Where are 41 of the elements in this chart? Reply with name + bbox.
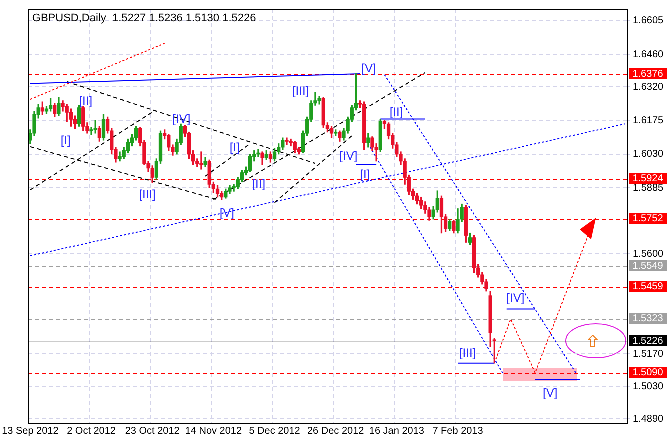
annotation: [II] (390, 104, 404, 119)
annotation: [IV] (340, 149, 358, 164)
annotation: [II] (79, 94, 93, 108)
y-tick-label: 1.5030 (633, 381, 664, 392)
ref-line-label: 1.5924 (632, 174, 664, 185)
annotation: [III] (292, 84, 310, 98)
y-tick-label: 1.4890 (633, 414, 664, 425)
annotation: [I] (230, 140, 240, 154)
y-tick-label: 1.6605 (633, 16, 664, 27)
x-tick-label: 26 Dec 2012 (307, 426, 365, 437)
y-tick-label: 1.5885 (633, 182, 664, 194)
ref-line-label: 1.5549 (632, 260, 664, 272)
annotation: [I] (360, 168, 370, 182)
annotation: [IV] (506, 291, 525, 306)
x-tick-label: 16 Jan 2013 (369, 426, 425, 437)
y-tick-label: 1.6030 (633, 149, 664, 160)
ref-line-label: 1.5459 (632, 282, 664, 293)
ref-line-label: 1.5752 (632, 214, 664, 225)
annotation: [V] (362, 61, 376, 76)
y-tick-label: 1.6320 (633, 82, 664, 93)
chart-title: GBPUSD,Daily 1.5227 1.5236 1.5130 1.5226 (32, 12, 256, 25)
y-tick-label: 1.6175 (633, 115, 664, 126)
annotation: [I] (60, 133, 71, 148)
annotation: [V] (220, 206, 234, 220)
x-tick-label: 5 Dec 2012 (249, 426, 301, 437)
annotation: [III] (459, 346, 476, 360)
ref-line-label: 1.5090 (632, 367, 664, 378)
ref-line-label: 1.5323 (632, 313, 664, 324)
y-tick-label: 1.6460 (633, 49, 664, 60)
y-tick-label: 1.5170 (633, 348, 664, 360)
annotation: [III] (139, 188, 156, 202)
x-tick-label: 2 Oct 2012 (67, 426, 116, 437)
y-tick-label: 1.5600 (633, 248, 664, 260)
x-tick-label: 13 Sep 2012 (2, 426, 60, 437)
x-tick-label: 7 Feb 2013 (432, 426, 484, 437)
x-tick-label: 23 Oct 2012 (125, 426, 180, 437)
annotation: [II] (252, 176, 266, 191)
x-tick-label: 14 Nov 2012 (185, 426, 242, 437)
ref-line-label: 1.6376 (632, 68, 664, 80)
ref-line-label: 1.5226 (632, 336, 664, 347)
annotation: [V] (543, 386, 558, 400)
